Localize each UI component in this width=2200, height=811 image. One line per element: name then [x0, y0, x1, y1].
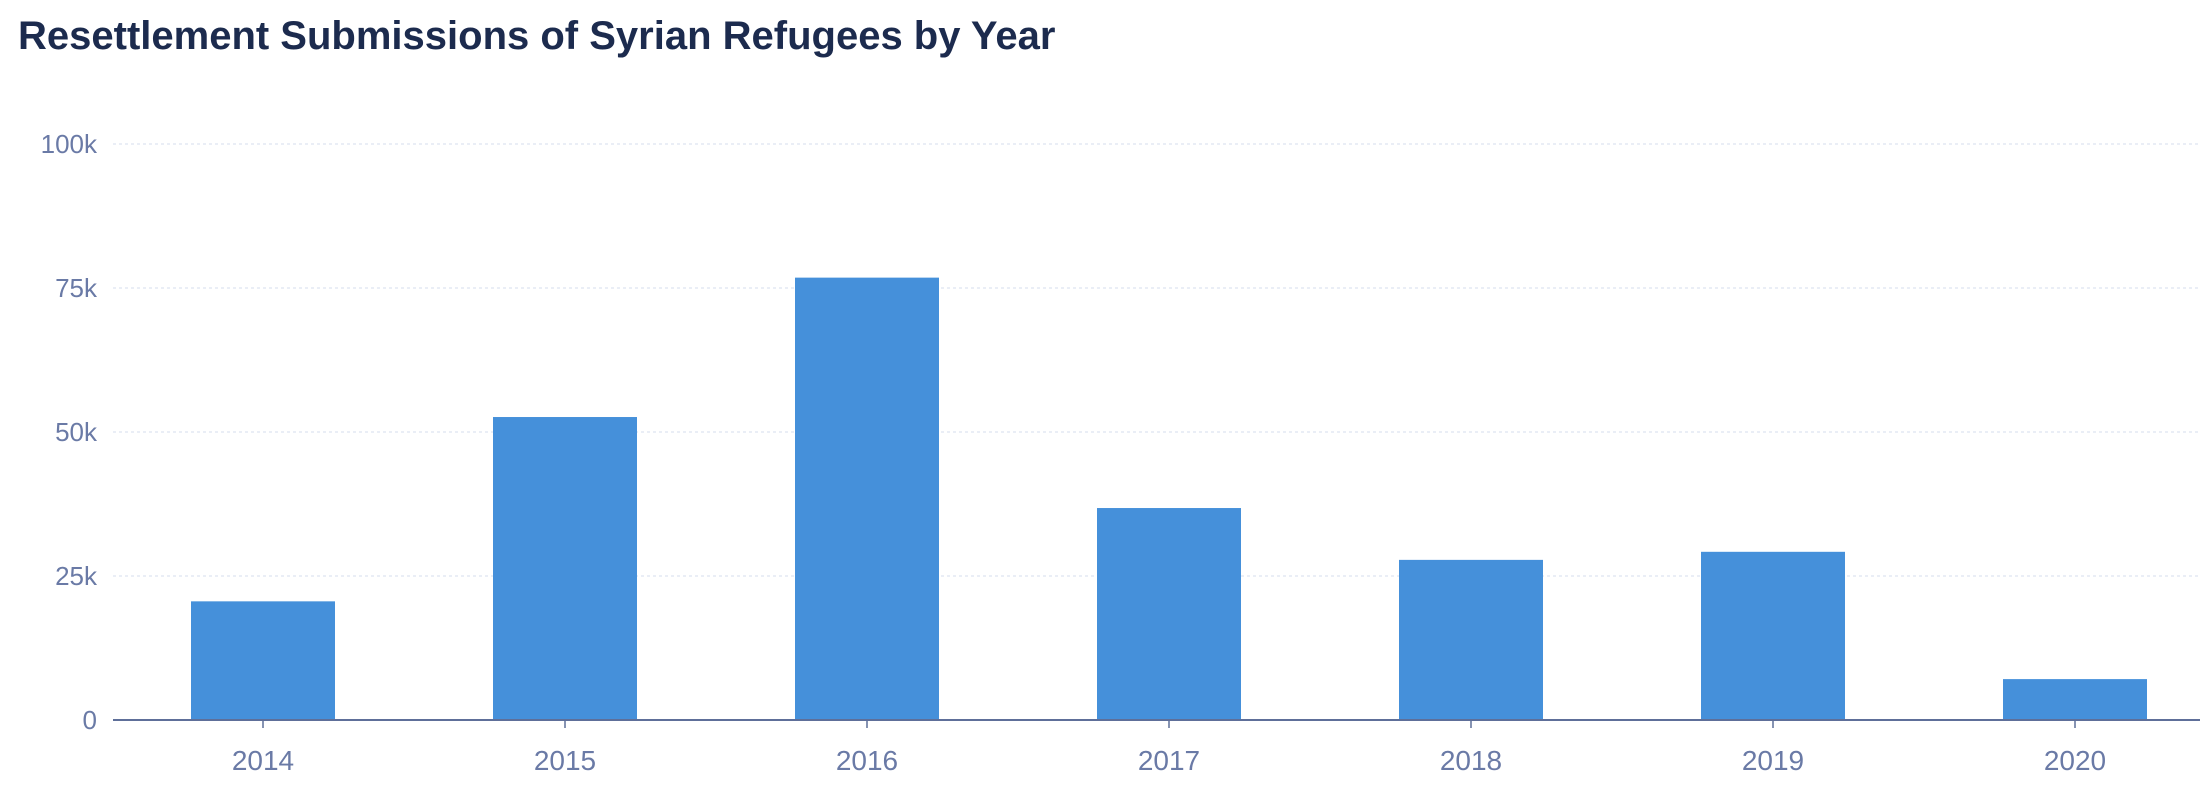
- bar-2020: [2003, 679, 2147, 720]
- x-tick-label: 2018: [1440, 745, 1502, 776]
- chart-title: Resettlement Submissions of Syrian Refug…: [18, 14, 1056, 58]
- y-tick-label: 75k: [55, 273, 98, 303]
- bar-2015: [493, 417, 637, 720]
- x-tick-label: 2015: [534, 745, 596, 776]
- x-tick-label: 2020: [2044, 745, 2106, 776]
- y-axis-tick-labels: 0 25k 50k 75k 100k: [41, 129, 98, 735]
- bar-2018: [1399, 559, 1543, 720]
- y-tick-label: 50k: [55, 417, 98, 447]
- bar-2014: [191, 601, 335, 720]
- bar-2016: [795, 277, 939, 720]
- bars: [191, 277, 2147, 720]
- x-axis-tick-labels: 2014 2015 2016 2017 2018 2019 2020: [232, 720, 2106, 776]
- y-tick-label: 0: [83, 705, 97, 735]
- y-tick-label: 25k: [55, 561, 98, 591]
- x-tick-label: 2017: [1138, 745, 1200, 776]
- x-tick-label: 2014: [232, 745, 294, 776]
- bar-2017: [1097, 508, 1241, 720]
- y-tick-label: 100k: [41, 129, 98, 159]
- x-tick-label: 2016: [836, 745, 898, 776]
- x-tick-label: 2019: [1742, 745, 1804, 776]
- bar-2019: [1701, 551, 1845, 720]
